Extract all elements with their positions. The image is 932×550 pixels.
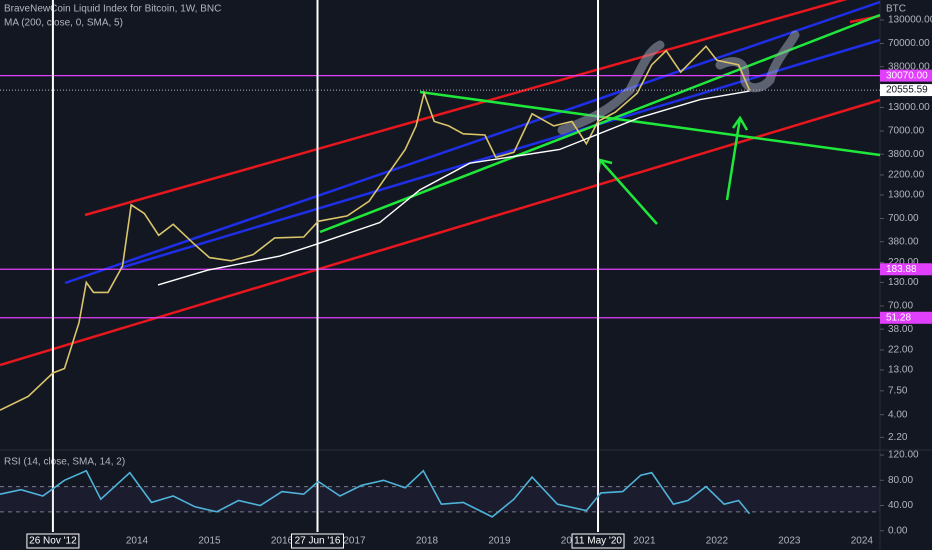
y-tick-label: 2.20 [888, 432, 908, 443]
marker-tag [571, 533, 625, 549]
y-tick-label: 13.00 [888, 365, 913, 376]
marker-label: 27 Jun '16 [295, 536, 341, 547]
y-tick-label: 220.00 [888, 257, 919, 268]
y-tick-label: 4.00 [888, 409, 908, 420]
arrowhead [731, 115, 749, 131]
y-tick-label: 13000.00 [888, 102, 930, 113]
y-tick-label: 3800.00 [888, 149, 925, 160]
marker-label: 11 May '20 [574, 536, 622, 547]
level-label: 183.88 [886, 264, 917, 275]
marker-tag [290, 533, 344, 549]
arrow [725, 117, 742, 201]
x-tick-label: 2015 [198, 536, 221, 547]
x-tick-label: 2021 [633, 536, 656, 547]
y-tick-label: 40.00 [888, 500, 913, 511]
last-price-label: 20555.59 [886, 85, 928, 96]
x-tick-label: 2017 [343, 536, 366, 547]
y-tick-label: 7000.00 [888, 126, 925, 137]
y-tick-label: 380.00 [888, 236, 919, 247]
y-tick-label: 130.00 [888, 277, 919, 288]
series-line [0, 45, 751, 411]
y-tick-label: 22.00 [888, 345, 913, 356]
marker-label: 26 Nov '12 [29, 536, 77, 547]
y-tick-label: 1300.00 [888, 190, 925, 201]
rsi-title: RSI (14, close, SMA, 14, 2) [4, 457, 125, 468]
level-label: 30070.00 [886, 70, 928, 81]
last-price-tag [880, 84, 932, 97]
x-tick-label: 2023 [778, 536, 801, 547]
y-tick-label: 0.00 [888, 525, 908, 536]
x-tick-label: 2022 [706, 536, 729, 547]
level-tag [880, 263, 932, 276]
y-tick-label: 7.50 [888, 385, 908, 396]
y-tick-label: 38.00 [888, 324, 913, 335]
y-tick-label: 80.00 [888, 475, 913, 486]
trendlines [0, 0, 881, 367]
resistance-line [419, 90, 881, 157]
channel-bottom [0, 98, 881, 367]
level-label: 51.28 [886, 312, 911, 323]
y-tick-label: 38000.00 [888, 61, 930, 72]
marker-tag [26, 533, 80, 549]
x-tick-label: 2018 [416, 536, 439, 547]
channel-top [84, 0, 848, 217]
y-tick-label: 120.00 [888, 450, 919, 461]
series-line [0, 469, 751, 518]
y-tick-label: 2200.00 [888, 170, 925, 181]
x-tick-label: 2019 [488, 536, 511, 547]
chart-title: BraveNewCoin Liquid Index for Bitcoin, 1… [4, 4, 221, 15]
channel-blue [64, 0, 881, 285]
level-tag [880, 311, 932, 324]
rsi-band [0, 486, 880, 512]
y-tick-label: 70000.00 [888, 38, 930, 49]
series-line [157, 90, 750, 286]
y-tick-label: 70.00 [888, 301, 913, 312]
x-tick-label: 2014 [126, 536, 149, 547]
indicator-label: MA (200, close, 0, SMA, 5) [4, 18, 123, 29]
highlight-scribble [557, 30, 800, 135]
y-tick-label: 700.00 [888, 213, 919, 224]
symbol-label: BTC [886, 4, 906, 15]
channel-blue-inner [119, 38, 881, 270]
x-tick-label: 2024 [851, 536, 874, 547]
x-tick-label: 2016 [271, 536, 294, 547]
arrow [599, 159, 658, 225]
y-tick-label: 130000.00 [888, 15, 932, 26]
level-tag [880, 69, 932, 82]
